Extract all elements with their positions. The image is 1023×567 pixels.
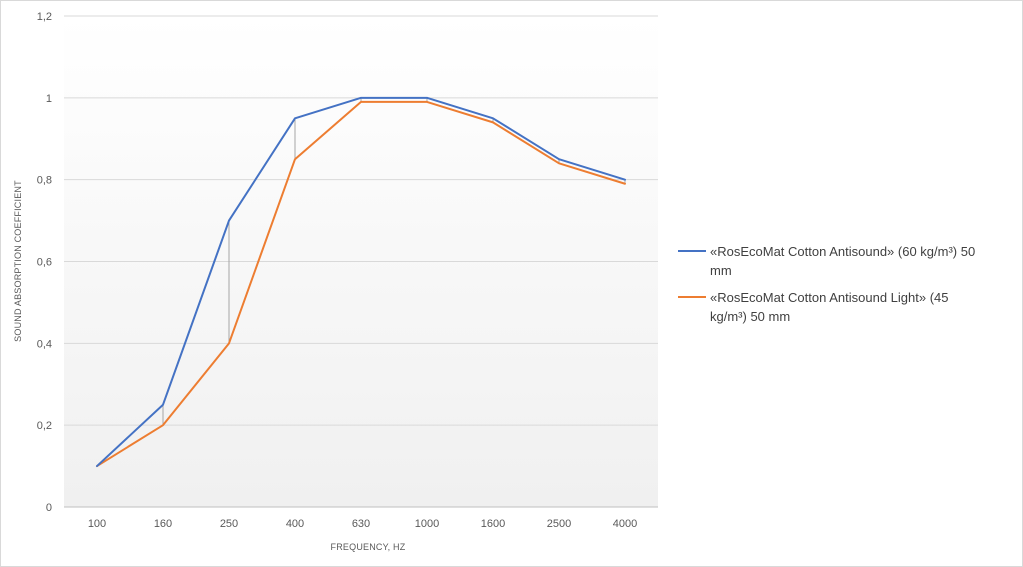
y-tick-label: 0,2: [37, 420, 52, 432]
x-tick-label: 400: [286, 518, 304, 530]
y-tick-label: 0,6: [37, 257, 52, 269]
y-tick-label: 0: [46, 502, 52, 514]
x-tick-label: 1600: [481, 518, 505, 530]
legend-label: kg/m³) 50 mm: [710, 309, 790, 324]
series-line-1: [96, 96, 626, 468]
legend-label: «RosEcoMat Cotton Antisound Light» (45: [710, 290, 948, 305]
x-tick-label: 2500: [547, 518, 571, 530]
x-tick-label: 630: [352, 518, 370, 530]
x-tick-label: 4000: [613, 518, 637, 530]
series-lines: [96, 96, 626, 468]
x-axis-title: FREQUENCY, HZ: [331, 542, 406, 552]
x-tick-label: 1000: [415, 518, 439, 530]
legend-label: «RosEcoMat Cotton Antisound» (60 kg/m³) …: [710, 244, 975, 259]
y-axis-title: SOUND ABSORPTION COEFFICIENT: [13, 180, 23, 342]
x-tick-label: 100: [88, 518, 106, 530]
legend-label: mm: [710, 263, 732, 278]
y-tick-label: 0,8: [37, 175, 52, 187]
legend: «RosEcoMat Cotton Antisound» (60 kg/m³) …: [678, 244, 975, 324]
y-tick-label: 1,2: [37, 11, 52, 23]
x-tick-label: 250: [220, 518, 238, 530]
y-axis-ticks: 0 0,2 0,4 0,6 0,8 1 1,2: [37, 11, 52, 514]
y-tick-label: 0,4: [37, 338, 52, 350]
x-axis-ticks: 100 160 250 400 630 1000 1600 2500 4000: [88, 518, 637, 530]
y-tick-label: 1: [46, 93, 52, 105]
series-line-2: [96, 100, 626, 468]
x-tick-label: 160: [154, 518, 172, 530]
